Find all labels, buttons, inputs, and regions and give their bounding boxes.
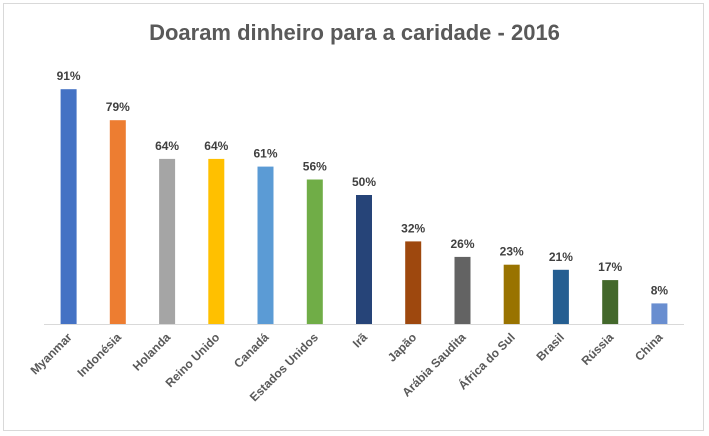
bar-1 <box>109 120 126 324</box>
bar-10 <box>552 269 569 324</box>
bar-7 <box>405 241 422 324</box>
data-label-3: 64% <box>204 139 228 153</box>
bar-2 <box>159 158 176 324</box>
data-label-9: 23% <box>500 245 524 259</box>
data-label-6: 50% <box>352 175 376 189</box>
x-tick-label-12: China <box>632 330 666 364</box>
bar-12 <box>651 303 668 324</box>
x-tick-label-1: Indonésia <box>74 330 124 380</box>
x-tick-label-4: Canadá <box>231 330 272 371</box>
chart-title: Doaram dinheiro para a caridade - 2016 <box>149 20 560 45</box>
data-label-4: 61% <box>253 147 277 161</box>
bar-9 <box>503 264 520 324</box>
x-tick-label-6: Irã <box>350 330 371 351</box>
bar-5 <box>306 179 323 324</box>
x-tick-label-0: Myanmar <box>28 330 75 377</box>
data-label-8: 26% <box>450 237 474 251</box>
x-tick-label-2: Holanda <box>130 330 174 374</box>
bar-0 <box>60 89 77 324</box>
data-label-7: 32% <box>401 221 425 235</box>
x-tick-label-7: Japão <box>385 330 419 364</box>
bar-11 <box>602 280 619 324</box>
data-label-11: 17% <box>598 260 622 274</box>
bar-3 <box>208 158 225 324</box>
data-label-1: 79% <box>106 100 130 114</box>
data-label-0: 91% <box>57 69 81 83</box>
bar-6 <box>356 195 372 324</box>
x-tick-label-10: Brasil <box>534 330 567 363</box>
x-tick-label-11: Rússia <box>579 330 617 368</box>
data-label-12: 8% <box>651 283 669 297</box>
data-label-10: 21% <box>549 250 573 264</box>
data-label-5: 56% <box>303 160 327 174</box>
data-label-2: 64% <box>155 139 179 153</box>
bar-4 <box>257 166 274 324</box>
bar-8 <box>454 256 471 324</box>
